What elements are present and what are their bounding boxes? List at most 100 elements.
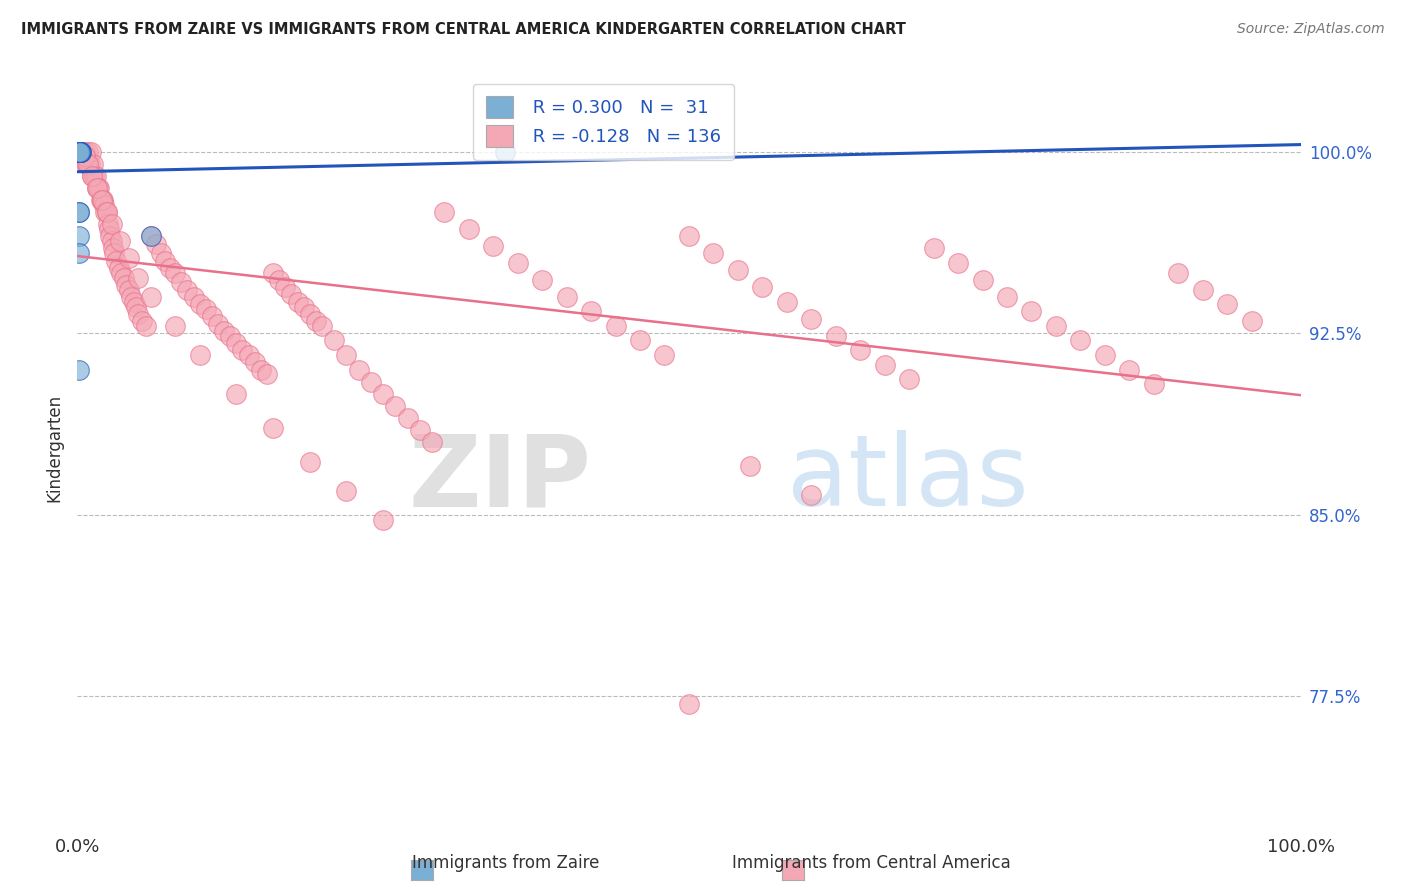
- Point: [67, 145, 90, 159]
- Point: [67, 145, 90, 159]
- Point: [555, 290, 578, 304]
- Text: Immigrants from Central America: Immigrants from Central America: [733, 855, 1011, 872]
- Point: [67, 145, 90, 159]
- Point: [1167, 266, 1189, 280]
- Point: [93, 198, 115, 212]
- Point: [360, 375, 382, 389]
- Point: [972, 273, 994, 287]
- Text: Immigrants from Zaire: Immigrants from Zaire: [412, 855, 600, 872]
- Point: [127, 270, 149, 285]
- Point: [384, 399, 406, 413]
- Point: [898, 372, 921, 386]
- Point: [207, 317, 229, 331]
- Point: [188, 297, 211, 311]
- Point: [67, 145, 90, 159]
- Point: [292, 300, 315, 314]
- Point: [433, 205, 456, 219]
- Point: [654, 348, 676, 362]
- Point: [495, 145, 517, 159]
- Point: [135, 318, 157, 333]
- Point: [946, 256, 969, 270]
- Point: [69, 145, 91, 159]
- Point: [225, 335, 247, 350]
- Point: [96, 205, 118, 219]
- Point: [105, 253, 128, 268]
- Point: [1118, 362, 1140, 376]
- Point: [67, 145, 90, 159]
- Point: [67, 362, 90, 376]
- Point: [194, 301, 217, 316]
- Point: [145, 236, 167, 251]
- Point: [77, 145, 100, 159]
- Point: [67, 145, 90, 159]
- Point: [188, 348, 211, 362]
- Point: [506, 256, 529, 270]
- Point: [1216, 297, 1239, 311]
- Point: [70, 145, 93, 159]
- Point: [101, 242, 124, 256]
- Point: [165, 266, 187, 280]
- Point: [69, 145, 91, 159]
- Point: [139, 229, 162, 244]
- Point: [69, 145, 91, 159]
- Point: [69, 145, 91, 159]
- Point: [73, 145, 96, 159]
- Point: [108, 234, 131, 248]
- Point: [100, 217, 122, 231]
- Point: [67, 229, 90, 244]
- Point: [231, 343, 253, 358]
- Point: [89, 181, 111, 195]
- Point: [170, 276, 193, 290]
- Point: [100, 234, 122, 248]
- Point: [79, 157, 101, 171]
- Point: [165, 318, 187, 333]
- Point: [201, 310, 224, 324]
- Point: [1143, 377, 1166, 392]
- Point: [482, 239, 505, 253]
- Point: [212, 324, 235, 338]
- Point: [149, 246, 172, 260]
- Point: [67, 145, 90, 159]
- Point: [125, 300, 148, 314]
- Point: [83, 169, 105, 183]
- Point: [73, 149, 96, 163]
- Point: [219, 328, 242, 343]
- Point: [740, 459, 762, 474]
- Y-axis label: Kindergarten: Kindergarten: [45, 394, 63, 502]
- Point: [94, 205, 117, 219]
- Point: [176, 283, 198, 297]
- Point: [183, 290, 205, 304]
- Point: [269, 273, 291, 287]
- Point: [90, 193, 112, 207]
- Point: [67, 145, 90, 159]
- Point: [90, 193, 112, 207]
- Point: [87, 181, 110, 195]
- Point: [274, 280, 297, 294]
- Point: [120, 290, 142, 304]
- Point: [238, 348, 260, 362]
- Point: [69, 145, 91, 159]
- Point: [69, 145, 91, 159]
- Point: [243, 355, 266, 369]
- Point: [873, 358, 896, 372]
- Point: [995, 290, 1018, 304]
- Point: [86, 181, 108, 195]
- Point: [225, 386, 247, 401]
- Point: [922, 242, 945, 256]
- Point: [531, 273, 554, 287]
- Point: [131, 314, 153, 328]
- Point: [67, 246, 90, 260]
- Point: [67, 145, 90, 159]
- Point: [678, 229, 700, 244]
- Point: [457, 222, 479, 236]
- Point: [800, 488, 823, 502]
- Text: ZIP: ZIP: [408, 430, 591, 527]
- Point: [75, 157, 97, 171]
- Point: [98, 222, 121, 236]
- Point: [76, 157, 98, 171]
- Point: [678, 697, 700, 711]
- Point: [70, 145, 93, 159]
- Point: [262, 266, 284, 280]
- Point: [262, 420, 284, 434]
- Point: [86, 181, 108, 195]
